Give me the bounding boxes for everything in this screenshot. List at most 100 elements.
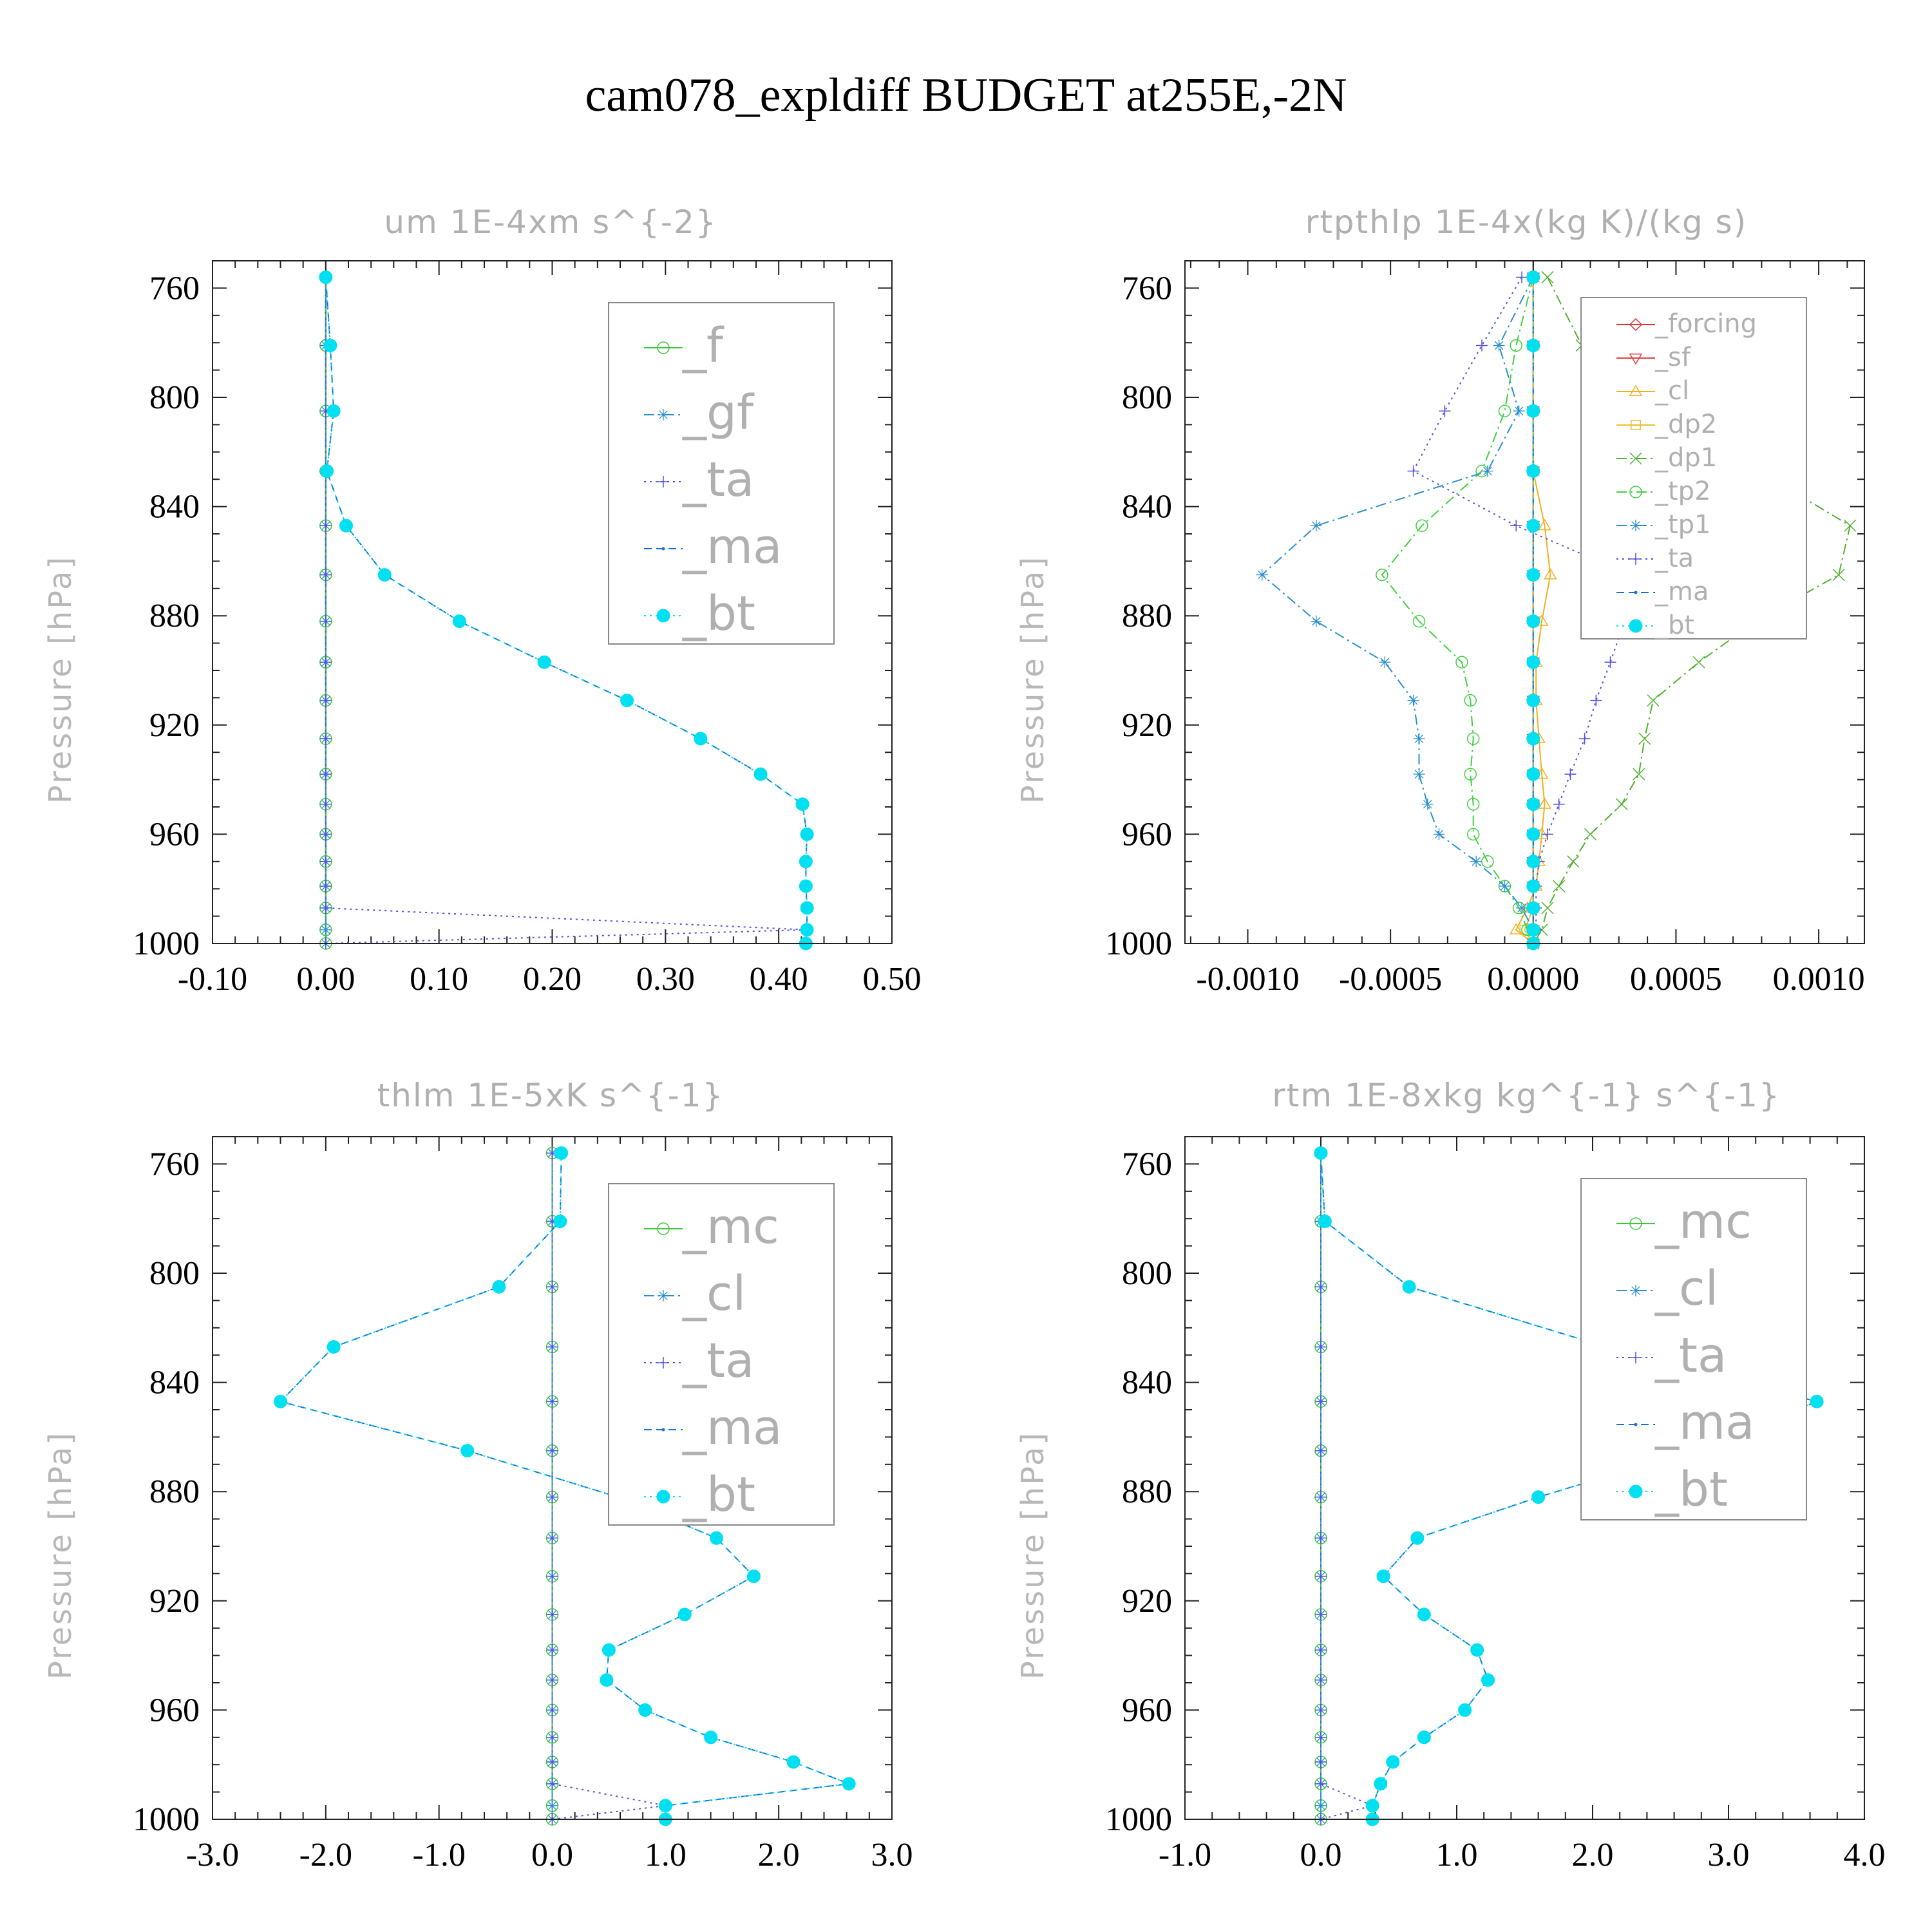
data-point [1386,1755,1400,1769]
legend-label: _cl [1654,376,1689,406]
x-tick-label: -3.0 [186,1837,239,1873]
data-point [1315,1674,1327,1686]
legend-item: _ta [1616,1328,1727,1383]
legend-item: _tp1 [1616,510,1711,540]
x-tick-label: 0.30 [636,961,695,998]
legend-item: _mc [644,1199,779,1255]
data-point [1516,902,1528,914]
y-axis-label-rtm: Pressure [hPa] [1015,1431,1051,1680]
legend-label: _cl [682,1266,746,1321]
data-point [1315,1799,1327,1812]
data-point [546,1570,558,1582]
data-point [1553,880,1566,893]
y-tick-label: 800 [149,379,200,416]
legend-item: _dp2 [1616,410,1717,439]
series-bt [319,270,814,951]
axis-ticks: 760 800 840 880 920 960 1000 -0.0010 -0.0005 0.00… [1105,260,1865,998]
axis-ticks: 760 800 840 880 920 960 1000-0.10 0.00 0.10 0.20 0… [133,260,922,998]
axis-frame [212,260,893,944]
y-tick-label: 760 [1122,1146,1172,1182]
data-point [1315,1444,1327,1457]
legend: _f _gf _ta _ma _bt [608,302,835,645]
data-point [1526,568,1540,582]
data-point [1410,1531,1425,1545]
y-tick-label: 1000 [1105,1801,1172,1838]
legend-swatch-marker [1629,317,1643,332]
data-point [1464,768,1477,781]
legend-box [1580,1178,1807,1520]
x-tick-label: 2.0 [1572,1837,1614,1873]
y-tick-label: 840 [149,1365,200,1401]
panel-title-thlm: thlm 1E-5xK s^{-1} [377,1077,724,1114]
series-line [325,277,808,944]
legend-item: _bt [644,586,755,641]
legend-swatch-marker [658,1290,669,1302]
axis-frame [212,1136,893,1820]
series-line [325,277,808,944]
y-axis-label-rtpthlp: Pressure [hPa] [1015,555,1051,804]
x-tick-label: 0.0000 [1487,961,1579,998]
data-point [746,1569,761,1584]
series-line [551,1153,666,1820]
data-point [274,1394,287,1408]
data-point [1470,855,1482,867]
data-point [1615,798,1628,811]
y-tick-label: 1000 [1105,925,1172,962]
data-point [1413,768,1425,781]
data-point [319,828,332,840]
legend-item: _dp1 [1616,443,1717,473]
legend-swatch-marker [657,1222,670,1235]
data-point [1481,1673,1495,1687]
legend-swatch-marker [1634,1423,1638,1426]
legend-label: _gf [682,385,755,440]
legend-item: _sf [1616,343,1691,372]
data-point [1413,733,1425,744]
data-point [492,1280,506,1294]
legend-swatch-marker [1630,1285,1642,1296]
legend-swatch-marker [661,547,665,551]
legend-swatch-marker [1629,353,1643,365]
data-point [1421,798,1434,810]
data-point [1541,902,1554,914]
data-point [1315,1491,1327,1503]
y-tick-label: 920 [149,1583,200,1620]
legend-label: _bt [1654,611,1694,640]
data-point [1315,1281,1327,1293]
data-point [1315,1532,1327,1544]
legend-item: _gf [644,385,755,440]
legend-label: _ta [682,1333,754,1388]
y-tick-label: 960 [1122,816,1172,853]
legend-swatch-marker [1629,1217,1642,1230]
data-point [1433,828,1445,840]
data-point [546,1341,558,1353]
data-point [546,1731,558,1743]
y-tick-label: 800 [1122,379,1172,416]
data-point [1412,614,1426,628]
y-tick-label: 840 [1122,489,1172,526]
data-point [1526,879,1540,893]
data-point [546,1644,558,1656]
data-point [1526,827,1540,841]
axis-frame [1184,1136,1865,1820]
legend-item: _mc [1616,1194,1752,1249]
legend-label: _ta [1654,1328,1727,1383]
data-point [1314,1146,1328,1160]
data-point [319,855,332,867]
legend-label: _cl [1654,1261,1718,1316]
panel-title-um: um 1E-4xm s^{-2} [384,204,717,241]
legend-label: _mc [1654,1194,1752,1249]
data-point [553,1214,567,1228]
data-point [546,1491,558,1503]
data-point [319,520,332,532]
data-point [1310,615,1322,627]
legend-swatch-marker [658,476,669,488]
x-tick-label: 0.00 [296,961,355,998]
panel-thlm: thlm 1E-5xK s^{-1} Pressure [hPa] 760 800… [43,1077,913,1873]
series-line [1320,1153,1375,1820]
data-point [1493,339,1505,352]
data-point [1402,1280,1416,1294]
data-point [1541,828,1553,840]
data-point [786,1755,800,1769]
data-point [1379,656,1391,668]
